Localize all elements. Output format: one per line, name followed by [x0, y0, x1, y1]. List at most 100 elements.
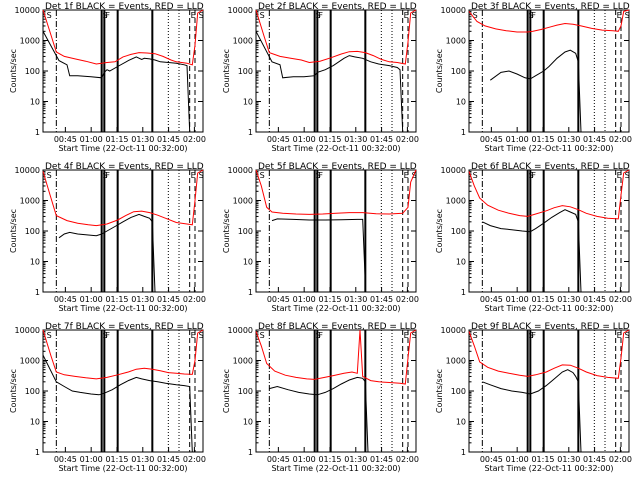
flag-marker: S	[316, 331, 321, 340]
x-tick-label: 01:45	[370, 295, 393, 304]
series-line-events	[490, 49, 582, 133]
flag-marker: F	[531, 331, 536, 340]
x-tick-label: 01:00	[506, 455, 529, 464]
flag-marker: E	[617, 171, 622, 180]
series-line-lld	[255, 169, 417, 215]
chart-panel-8: Det 8f BLACK = Events, RED = LLD 1 10 100 10…	[222, 322, 419, 473]
y-tick-label: 10	[456, 258, 466, 267]
flag-marker: S	[473, 171, 478, 180]
y-tick-label: 100	[25, 227, 40, 236]
x-tick-label: 01:30	[557, 295, 580, 304]
y-tick-label: 100	[238, 67, 253, 76]
x-tick-label: 01:15	[531, 135, 554, 144]
chart-title: Det 2f BLACK = Events, RED = LLD	[258, 2, 417, 12]
y-axis-label: Counts/sec	[435, 49, 444, 93]
x-tick-label: 00:45	[480, 455, 503, 464]
flag-marker: S	[47, 171, 52, 180]
flag-marker: S	[529, 171, 534, 180]
x-tick-label: 00:45	[54, 135, 77, 144]
y-tick-label: 10	[456, 418, 466, 427]
y-tick-label: 1	[248, 128, 253, 137]
flag-marker: S	[412, 331, 417, 340]
x-tick-label: 02:00	[183, 455, 206, 464]
x-axis-label: Start Time (22-Oct-11 00:32:00)	[271, 144, 400, 153]
x-tick-label: 01:30	[557, 455, 580, 464]
x-tick-label: 01:00	[80, 135, 103, 144]
x-tick-label: 01:00	[293, 295, 316, 304]
x-tick-label: 02:00	[396, 455, 419, 464]
y-tick-label: 100	[25, 67, 40, 76]
x-tick-label: 02:00	[609, 135, 632, 144]
y-tick-label: 1000	[233, 357, 253, 366]
y-tick-label: 1000	[446, 197, 466, 206]
y-tick-label: 1000	[233, 197, 253, 206]
y-tick-label: 10	[30, 258, 40, 267]
chart-panel-6: Det 6f BLACK = Events, RED = LLD 1 10 100 10…	[435, 162, 632, 313]
y-tick-label: 10000	[228, 326, 253, 335]
x-axis-label: Start Time (22-Oct-11 00:32:00)	[484, 144, 613, 153]
y-axis-label: Counts/sec	[9, 209, 18, 253]
x-tick-label: 01:45	[370, 455, 393, 464]
y-tick-label: 10	[243, 418, 253, 427]
x-tick-label: 02:00	[396, 295, 419, 304]
series-line-lld	[468, 9, 630, 33]
series-line-events	[42, 354, 193, 453]
x-tick-label: 00:45	[54, 295, 77, 304]
x-tick-label: 01:30	[131, 455, 154, 464]
y-axis-label: Counts/sec	[222, 49, 231, 93]
y-tick-label: 10000	[228, 6, 253, 15]
x-tick-label: 00:45	[480, 135, 503, 144]
y-tick-label: 1	[461, 288, 466, 297]
y-axis-label: Counts/sec	[222, 369, 231, 413]
y-tick-label: 1	[461, 128, 466, 137]
y-tick-label: 1	[248, 288, 253, 297]
x-tick-label: 01:45	[157, 295, 180, 304]
flag-marker: S	[260, 11, 265, 20]
y-tick-label: 100	[451, 227, 466, 236]
flag-marker: S	[473, 11, 478, 20]
y-tick-label: 10000	[15, 166, 40, 175]
x-tick-label: 01:00	[506, 295, 529, 304]
chart-title: Det 4f BLACK = Events, RED = LLD	[45, 162, 204, 172]
y-axis-label: Counts/sec	[9, 369, 18, 413]
flag-marker: F	[105, 171, 110, 180]
y-axis-label: Counts/sec	[9, 49, 18, 93]
x-tick-label: 01:15	[318, 295, 341, 304]
x-tick-label: 01:30	[557, 135, 580, 144]
flag-marker: S	[625, 331, 630, 340]
series-line-events	[42, 31, 191, 133]
x-tick-label: 01:45	[157, 135, 180, 144]
x-tick-label: 01:00	[293, 455, 316, 464]
series-line-lld	[42, 329, 204, 380]
flag-marker: S	[103, 331, 108, 340]
y-tick-label: 10000	[441, 326, 466, 335]
flag-marker: F	[531, 11, 536, 20]
x-tick-label: 01:45	[157, 455, 180, 464]
x-tick-label: 02:00	[609, 455, 632, 464]
x-tick-label: 02:00	[609, 295, 632, 304]
series-line-lld	[468, 169, 630, 220]
x-tick-label: 01:30	[131, 295, 154, 304]
x-axis-label: Start Time (22-Oct-11 00:32:00)	[58, 304, 187, 313]
chart-panel-9: Det 9f BLACK = Events, RED = LLD 1 10 100 10…	[435, 322, 632, 473]
x-tick-label: 01:15	[318, 455, 341, 464]
y-tick-label: 10	[30, 98, 40, 107]
y-tick-label: 1000	[233, 37, 253, 46]
x-tick-label: 02:00	[183, 295, 206, 304]
x-tick-label: 01:30	[344, 295, 367, 304]
x-axis-label: Start Time (22-Oct-11 00:32:00)	[58, 464, 187, 473]
chart-title: Det 1f BLACK = Events, RED = LLD	[45, 2, 204, 12]
y-tick-label: 1000	[446, 357, 466, 366]
flag-marker: S	[199, 171, 204, 180]
flag-marker: S	[412, 11, 417, 20]
x-tick-label: 01:15	[105, 455, 128, 464]
x-tick-label: 01:45	[583, 295, 606, 304]
x-tick-label: 01:45	[370, 135, 393, 144]
chart-title: Det 3f BLACK = Events, RED = LLD	[471, 2, 630, 12]
flag-marker: S	[199, 331, 204, 340]
flag-marker: F	[105, 331, 110, 340]
x-tick-label: 00:45	[267, 455, 290, 464]
flag-marker: E	[617, 11, 622, 20]
flag-marker: F	[105, 11, 110, 20]
